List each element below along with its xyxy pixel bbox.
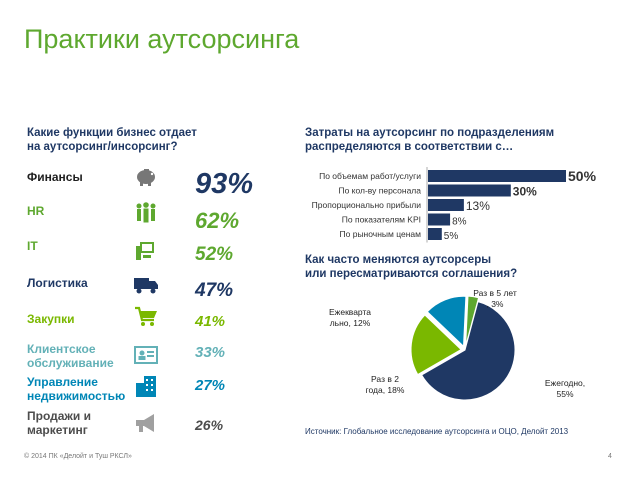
shopping-cart-icon [135, 306, 157, 326]
megaphone-icon [136, 414, 154, 432]
function-percent: 47% [195, 280, 234, 301]
function-label: Продажи и маркетинг [27, 409, 91, 437]
page-title: Практики аутсорсинга [24, 24, 300, 54]
function-label-line1: Закупки [27, 312, 75, 326]
function-label: Клиентское обслуживание [27, 342, 114, 370]
people-group-icon [136, 202, 156, 223]
function-label: Управление недвижимостью [27, 375, 125, 403]
bar-value-label: 5% [444, 231, 459, 242]
bar-value-label: 50% [568, 168, 597, 184]
pie-slice [465, 295, 480, 347]
function-label-line2: маркетинг [27, 423, 88, 437]
costs-heading: Затраты на аутсорсинг по подразделениям … [305, 126, 554, 154]
function-percent: 41% [195, 313, 226, 330]
function-label-line2: недвижимостью [27, 389, 126, 403]
function-label-line1: Управление [27, 375, 98, 389]
function-label: IT [27, 239, 38, 253]
pie-label: Раз в 2 [371, 374, 399, 384]
costs-heading-line1: Затраты на аутсорсинг по подразделениям [305, 127, 555, 139]
bar-category-label: По кол-ву персонала [338, 186, 421, 196]
bar-category-label: По рыночным ценам [340, 229, 422, 239]
bar [428, 184, 511, 197]
piggy-bank-icon [137, 169, 155, 186]
change-heading-line2: или пересматриваются соглашения? [305, 268, 518, 280]
function-label: Логистика [27, 276, 88, 290]
costs-heading-line2: распределяются в соответствии с… [305, 141, 514, 153]
functions-heading-line1: Какие функции бизнес отдает [27, 127, 197, 139]
bar-value-label: 8% [452, 217, 467, 228]
bar-category-label: Пропорционально прибыли [312, 200, 422, 210]
bar [428, 170, 566, 182]
function-label-line1: Финансы [27, 170, 83, 184]
truck-icon [134, 278, 158, 294]
function-label-line1: Логистика [27, 276, 88, 290]
pie-slice [426, 295, 467, 348]
function-label-line1: HR [27, 204, 45, 218]
function-label: Закупки [27, 312, 75, 326]
bar-category-label: По объемам работ/услуги [319, 171, 421, 181]
footer-copyright: © 2014 ПК «Делойт и Туш РКСЛ» [24, 453, 132, 460]
pie-label: 55% [556, 389, 573, 399]
function-label-line2: обслуживание [27, 356, 114, 370]
change-heading: Как часто меняются аутсорсеры или пересм… [305, 253, 517, 281]
pie-label: Раз в 5 лет [473, 288, 517, 298]
function-percent: 62% [195, 208, 240, 233]
bar-category-label: По показателям KPI [342, 215, 421, 225]
costs-bar-chart: По объемам работ/услуги 50% По кол-ву перс… [312, 167, 597, 243]
function-percent: 33% [195, 344, 226, 361]
bar-value-label: 13% [466, 199, 490, 213]
function-label-line1: Клиентское [27, 342, 96, 356]
pie-slice [410, 314, 462, 376]
bar [428, 213, 451, 226]
function-percent: 26% [195, 417, 224, 433]
id-card-icon [134, 346, 158, 364]
source-note: Источник: Глобальное исследование аутсор… [305, 427, 569, 436]
pie-label: года, 18% [366, 385, 405, 395]
function-percent: 27% [195, 377, 226, 394]
bar [428, 199, 464, 211]
function-percent: 52% [195, 244, 234, 265]
functions-heading-line2: на аутсорсинг/инсорсинг? [27, 141, 178, 153]
function-label-line1: IT [27, 239, 38, 253]
footer-page-number: 4 [608, 453, 612, 460]
function-percent: 93% [195, 168, 254, 200]
pie-label: , 3% [486, 299, 503, 309]
function-label: HR [27, 204, 44, 218]
pie-label: Ежегодно, [545, 378, 585, 388]
pie-slice [421, 301, 516, 401]
pie-label: льно, 12% [330, 318, 371, 328]
computer-icon [136, 242, 154, 260]
function-label-line1: Продажи и [27, 409, 92, 423]
functions-heading: Какие функции бизнес отдает на аутсорсин… [27, 126, 197, 154]
pie-label: Ежекварта [329, 307, 371, 317]
building-icon [136, 376, 156, 397]
bar [428, 228, 442, 240]
change-heading-line1: Как часто меняются аутсорсеры [305, 254, 492, 266]
function-label: Финансы [27, 170, 83, 184]
bar-value-label: 30% [513, 185, 537, 199]
